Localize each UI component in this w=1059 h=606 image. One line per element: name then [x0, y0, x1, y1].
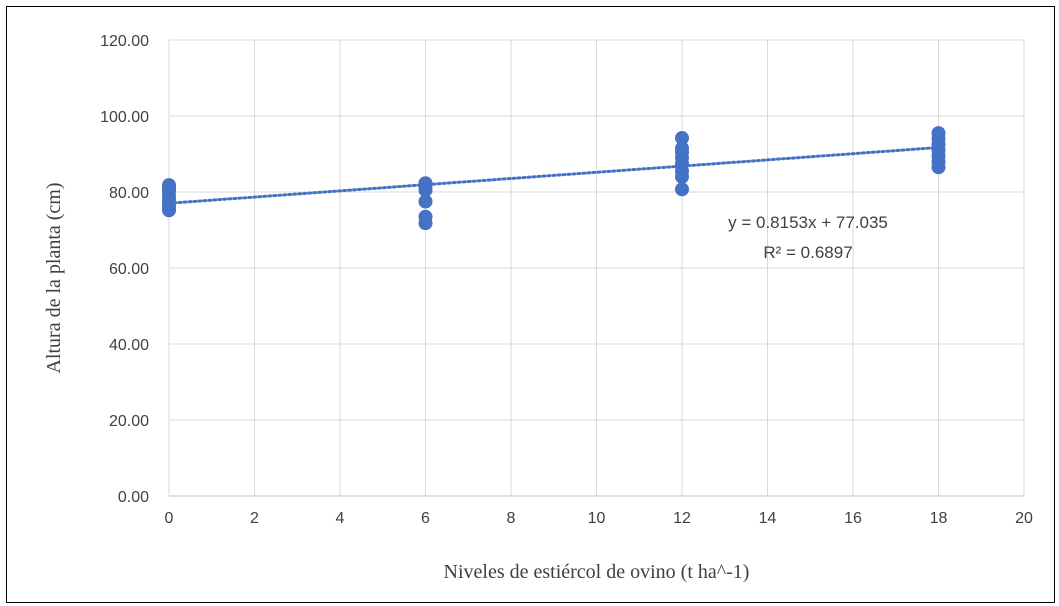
trendline-r2: R² = 0.6897: [763, 243, 852, 262]
x-tick-label: 4: [336, 510, 345, 527]
y-axis-title: Altura de la planta (cm): [43, 182, 65, 373]
x-tick-label: 20: [1015, 510, 1033, 527]
y-tick-label: 60.00: [109, 261, 149, 278]
x-axis-title: Niveles de estiércol de ovino (t ha^-1): [444, 561, 750, 583]
y-tick-label: 0.00: [118, 489, 149, 506]
x-tick-label: 6: [421, 510, 430, 527]
y-tick-label: 40.00: [109, 337, 149, 354]
y-tick-label: 20.00: [109, 413, 149, 430]
data-point: [162, 178, 176, 193]
x-tick-label: 12: [673, 510, 691, 527]
data-point: [418, 176, 433, 191]
x-tick-label: 2: [250, 510, 259, 527]
grid: [168, 39, 1025, 497]
data-point: [675, 141, 689, 156]
trendline: [167, 146, 940, 205]
chart-frame: [6, 6, 1055, 603]
x-tick-label: 18: [930, 510, 948, 527]
trendline-layer: [167, 146, 940, 205]
data-point: [418, 194, 433, 209]
y-tick-labels: 0.00 20.00 40.00 60.00 80.00 100.00 120.00: [100, 33, 149, 506]
data-point: [418, 209, 433, 224]
data-point: [931, 126, 946, 141]
y-tick-label: 120.00: [100, 33, 149, 50]
x-tick-label: 8: [507, 510, 516, 527]
trendline-equation: y = 0.8153x + 77.035: [728, 213, 888, 232]
data-point: [675, 182, 689, 197]
x-tick-label: 14: [759, 510, 777, 527]
x-tick-label: 16: [844, 510, 862, 527]
y-tick-label: 80.00: [109, 185, 149, 202]
data-point: [675, 131, 689, 146]
data-points: [162, 126, 946, 231]
x-tick-label: 10: [588, 510, 606, 527]
y-tick-label: 100.00: [100, 109, 149, 126]
x-tick-label: 0: [165, 510, 174, 527]
x-tick-labels: 0 2 4 6 8 10 12 14 16 18 20: [165, 510, 1033, 527]
